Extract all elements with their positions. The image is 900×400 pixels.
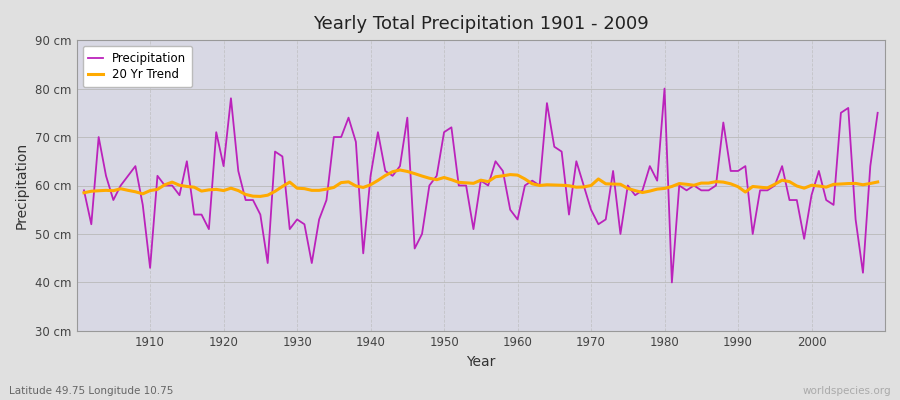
20 Yr Trend	[306, 188, 317, 193]
20 Yr Trend	[519, 176, 530, 181]
X-axis label: Year: Year	[466, 355, 496, 369]
Precipitation	[659, 86, 670, 91]
Precipitation	[872, 110, 883, 115]
Text: Latitude 49.75 Longitude 10.75: Latitude 49.75 Longitude 10.75	[9, 386, 174, 396]
Title: Yearly Total Precipitation 1901 - 2009: Yearly Total Precipitation 1901 - 2009	[313, 15, 649, 33]
Precipitation	[667, 280, 678, 285]
Precipitation	[600, 217, 611, 222]
20 Yr Trend	[255, 194, 266, 199]
Precipitation	[343, 115, 354, 120]
Line: 20 Yr Trend: 20 Yr Trend	[84, 170, 878, 196]
Y-axis label: Precipitation: Precipitation	[15, 142, 29, 229]
20 Yr Trend	[615, 182, 626, 187]
Precipitation	[505, 207, 516, 212]
Precipitation	[138, 202, 148, 207]
20 Yr Trend	[872, 180, 883, 184]
20 Yr Trend	[350, 184, 361, 188]
20 Yr Trend	[138, 192, 148, 196]
20 Yr Trend	[78, 190, 89, 195]
20 Yr Trend	[394, 168, 405, 172]
Precipitation	[78, 188, 89, 193]
Precipitation	[299, 222, 310, 227]
Text: worldspecies.org: worldspecies.org	[803, 386, 891, 396]
Line: Precipitation: Precipitation	[84, 88, 878, 282]
Legend: Precipitation, 20 Yr Trend: Precipitation, 20 Yr Trend	[83, 46, 192, 87]
20 Yr Trend	[526, 182, 537, 186]
Precipitation	[512, 217, 523, 222]
